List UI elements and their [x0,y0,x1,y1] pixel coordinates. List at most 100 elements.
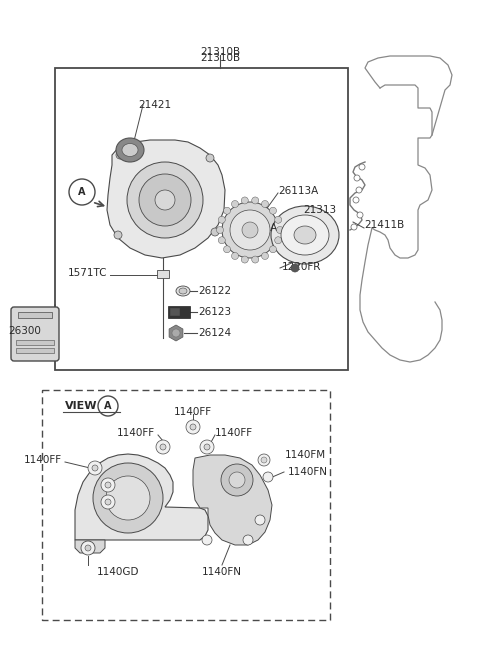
Ellipse shape [281,215,329,255]
Circle shape [252,197,259,204]
Text: 26122: 26122 [198,286,231,296]
Circle shape [106,476,150,520]
Circle shape [218,216,225,223]
Circle shape [262,252,268,259]
Polygon shape [193,455,272,545]
Circle shape [231,252,239,259]
Circle shape [204,444,210,450]
Ellipse shape [176,286,190,296]
Circle shape [359,164,365,170]
Text: 26124: 26124 [198,328,231,338]
Bar [168,306,190,318]
Bar [16,340,54,345]
Ellipse shape [122,143,138,157]
Text: 21421: 21421 [138,100,171,110]
Circle shape [230,210,270,250]
Circle shape [231,200,239,208]
Circle shape [156,440,170,454]
Text: 1140FM: 1140FM [285,450,326,460]
Circle shape [211,228,219,236]
Text: 1140FF: 1140FF [117,428,155,438]
Circle shape [190,424,196,430]
Circle shape [200,440,214,454]
Circle shape [229,472,245,488]
Circle shape [263,472,273,482]
Ellipse shape [179,288,187,294]
Circle shape [269,246,276,253]
Circle shape [241,256,248,263]
Bar [170,308,180,316]
Text: 1140GD: 1140GD [97,567,139,577]
Text: 26113A: 26113A [278,186,318,196]
Circle shape [258,454,270,466]
Text: 21411B: 21411B [364,220,404,230]
Circle shape [85,545,91,551]
Circle shape [222,202,278,258]
Text: 21310B: 21310B [200,47,240,57]
Circle shape [81,541,95,555]
Text: 26112A: 26112A [237,223,277,233]
Circle shape [262,200,268,208]
Ellipse shape [271,206,339,264]
Polygon shape [107,140,225,258]
Circle shape [276,227,284,233]
Text: 26300: 26300 [8,326,41,336]
Bar [157,270,169,278]
Circle shape [160,444,166,450]
Polygon shape [169,325,183,341]
Circle shape [114,231,122,239]
Circle shape [155,190,175,210]
Circle shape [241,197,248,204]
Circle shape [101,495,115,509]
Circle shape [224,207,230,214]
Circle shape [356,187,362,193]
Circle shape [353,197,359,203]
Circle shape [275,236,282,244]
Text: 1140FF: 1140FF [24,455,62,465]
Ellipse shape [116,138,144,162]
Circle shape [351,224,357,230]
Text: VIEW: VIEW [65,401,97,411]
Circle shape [275,216,282,223]
Circle shape [216,227,224,233]
Circle shape [139,174,191,226]
Circle shape [243,535,253,545]
Circle shape [186,420,200,434]
Circle shape [221,464,253,496]
Circle shape [224,246,230,253]
Bar [16,348,54,353]
Text: A: A [78,187,86,197]
Circle shape [105,482,111,488]
Circle shape [93,463,163,533]
Circle shape [202,535,212,545]
Circle shape [88,461,102,475]
Circle shape [127,162,203,238]
Circle shape [357,212,363,218]
Circle shape [92,465,98,471]
Polygon shape [75,540,105,553]
Circle shape [269,207,276,214]
Circle shape [218,236,225,244]
Circle shape [354,175,360,181]
Circle shape [255,515,265,525]
Bar [18,312,52,318]
Circle shape [252,256,259,263]
Circle shape [172,329,180,337]
Circle shape [206,154,214,162]
Circle shape [116,151,124,159]
Text: A: A [104,401,112,411]
Text: 1220FR: 1220FR [282,262,322,272]
Circle shape [242,222,258,238]
FancyBboxPatch shape [11,307,59,361]
Circle shape [105,499,111,505]
Text: 1140FF: 1140FF [215,428,253,438]
Text: 1571TC: 1571TC [68,268,108,278]
Circle shape [101,478,115,492]
Text: 1140FN: 1140FN [288,467,328,477]
Polygon shape [75,454,208,540]
Text: 26123: 26123 [198,307,231,317]
Circle shape [291,264,299,272]
Text: 21313: 21313 [303,205,336,215]
Text: 1140FN: 1140FN [202,567,242,577]
Ellipse shape [294,226,316,244]
